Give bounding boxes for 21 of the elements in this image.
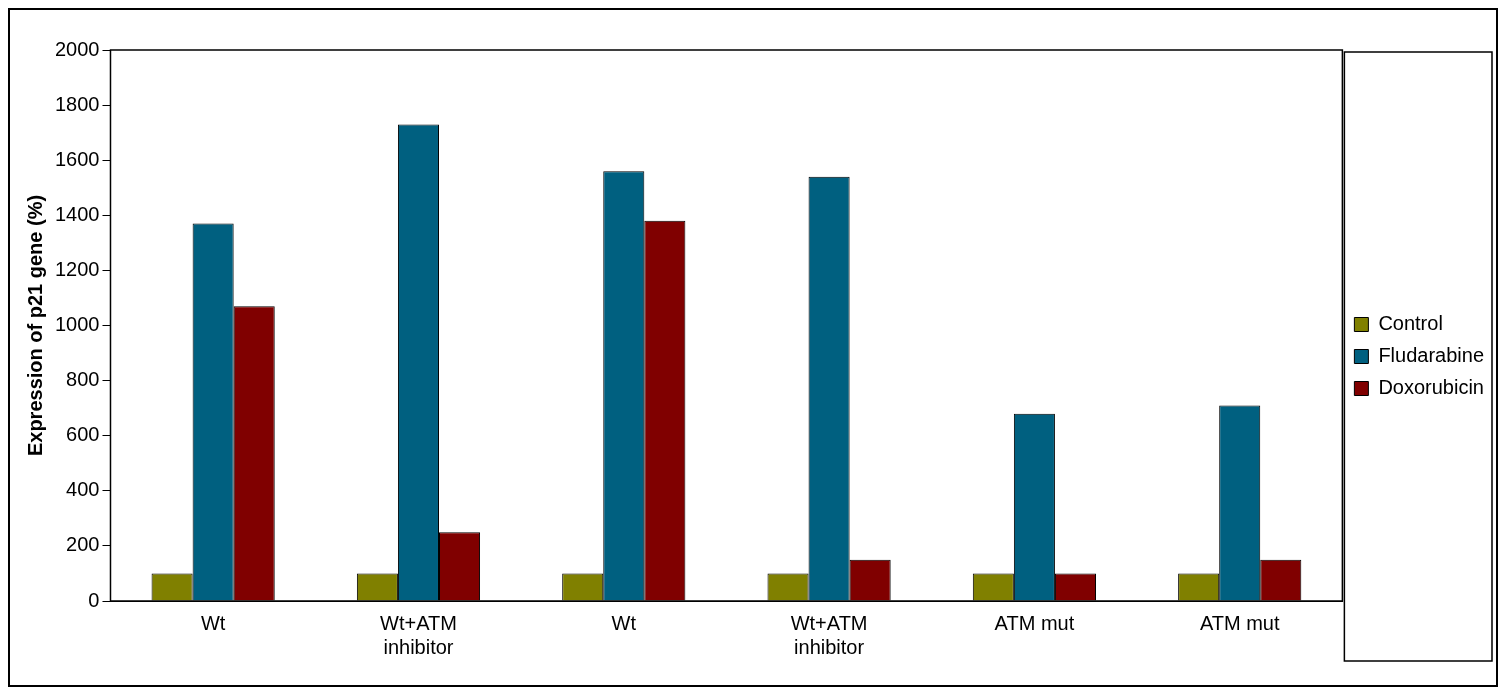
y-tick-label: 400	[66, 478, 100, 501]
y-tick-label: 1600	[54, 147, 100, 170]
y-tick-label: 1000	[54, 313, 100, 336]
y-tick-label: 800	[66, 368, 100, 391]
x-tick-label: ATM mut	[1199, 611, 1280, 634]
y-tick-label: 1200	[54, 257, 100, 280]
x-tick-label: Wt+ATM inhibitor	[380, 611, 457, 658]
x-tick-label: Wt	[611, 611, 637, 634]
y-tick-label: 0	[88, 588, 100, 611]
y-tick-label: 600	[66, 423, 100, 446]
legend-label: Doxorubicin	[1378, 376, 1484, 399]
x-tick-label: ATM mut	[994, 611, 1075, 634]
x-tick-label: Wt+ATM inhibitor	[790, 611, 868, 658]
y-tick-label: 1800	[54, 92, 100, 115]
x-tick-label: Wt	[200, 611, 226, 634]
legend-label: Control	[1378, 312, 1443, 335]
legend-label: Fludarabine	[1378, 344, 1484, 367]
y-tick-label: 2000	[54, 37, 100, 60]
y-tick-label: 1400	[54, 202, 100, 225]
y-tick-label: 200	[66, 533, 100, 556]
y-axis-title: Expression of p21 gene (%)	[23, 194, 46, 457]
